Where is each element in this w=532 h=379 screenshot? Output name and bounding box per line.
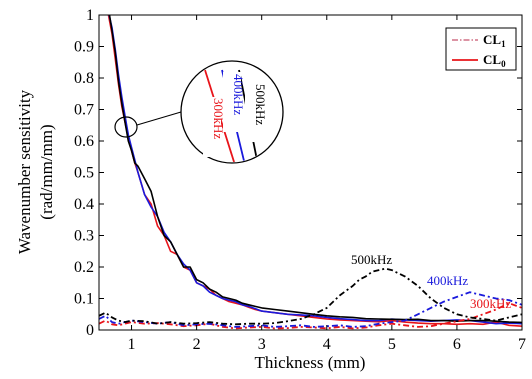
series-cl0-400khz	[108, 15, 522, 325]
legend: CL1 CL0	[445, 27, 517, 71]
x-tick-label: 6	[453, 336, 461, 353]
y-tick-label: 0.8	[74, 70, 94, 87]
x-tick-label: 2	[193, 336, 201, 353]
y-tick-label: 1	[86, 7, 94, 24]
series-cl1-500khz	[99, 267, 522, 326]
x-tick-label: 5	[388, 336, 396, 353]
y-tick-label: 0.7	[74, 102, 94, 119]
x-tick-label: 7	[518, 336, 526, 353]
series-layer	[99, 15, 522, 330]
zoom-connector-line	[136, 111, 182, 126]
annotation-400khz: 400kHz	[427, 273, 468, 288]
annotation-500khz: 500kHz	[351, 252, 392, 267]
inset-label-500khz: 500kHz	[253, 84, 268, 125]
series-cl1-300khz	[99, 302, 522, 330]
y-tick-label: 0.1	[74, 291, 94, 308]
y-tick-label: 0.2	[74, 259, 94, 276]
zoom-marker-ellipse	[114, 116, 138, 138]
y-tick-label: 0.9	[74, 39, 94, 56]
axis-ticks: 1 2 3 4 5 6 7 0 0.1 0.2 0.3 0.4 0.5 0.6 0.7 0.8 0.9 1	[74, 7, 526, 353]
y-axis-label-line-2: (rad/mm/mm)	[37, 124, 56, 219]
inset-label-400khz: 400kHz	[231, 74, 246, 115]
legend-box	[445, 27, 517, 71]
series-cl0-500khz	[108, 15, 522, 324]
legend-label-cl1: CL1	[483, 32, 506, 49]
x-tick-label: 1	[128, 336, 136, 353]
inset-label-300khz: 300kHz	[211, 98, 226, 139]
y-tick-label: 0	[86, 322, 94, 339]
zoom-inset: 300kHz 400kHz 500kHz	[180, 60, 284, 164]
x-tick-label: 4	[323, 336, 331, 353]
annotation-300khz: 300kHz	[470, 296, 511, 311]
legend-label-cl0: CL0	[483, 52, 506, 69]
x-tick-label: 3	[258, 336, 266, 353]
y-axis-label: Wavenumber sensitivity (rad/mm/mm)	[15, 89, 56, 254]
y-tick-label: 0.6	[74, 133, 94, 150]
y-tick-label: 0.5	[74, 165, 94, 182]
y-axis-label-line-1: Wavenumber sensitivity	[15, 89, 34, 254]
y-tick-label: 0.4	[74, 196, 94, 213]
x-axis-label: Thickness (mm)	[255, 353, 366, 372]
y-tick-label: 0.3	[74, 228, 94, 245]
